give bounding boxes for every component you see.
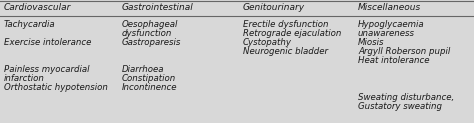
Text: Gustatory sweating: Gustatory sweating [358, 102, 442, 111]
Text: Retrograde ejaculation: Retrograde ejaculation [243, 29, 341, 38]
Text: Heat intolerance: Heat intolerance [358, 56, 429, 65]
Text: Hypoglycaemia: Hypoglycaemia [358, 20, 425, 29]
Text: Argyll Roberson pupil: Argyll Roberson pupil [358, 47, 450, 56]
Text: Orthostatic hypotension: Orthostatic hypotension [4, 83, 108, 92]
Text: Cardiovascular: Cardiovascular [4, 3, 72, 12]
Text: infarction: infarction [4, 74, 45, 83]
Text: Cystopathy: Cystopathy [243, 38, 292, 47]
Text: Neurogenic bladder: Neurogenic bladder [243, 47, 328, 56]
Text: Sweating disturbance,: Sweating disturbance, [358, 93, 454, 102]
Text: Gastrointestinal: Gastrointestinal [122, 3, 194, 12]
Text: Oesophageal: Oesophageal [122, 20, 178, 29]
Text: Constipation: Constipation [122, 74, 176, 83]
Text: Painless myocardial: Painless myocardial [4, 65, 90, 74]
Text: Genitourinary: Genitourinary [243, 3, 305, 12]
Text: Miosis: Miosis [358, 38, 384, 47]
Text: Erectile dysfunction: Erectile dysfunction [243, 20, 328, 29]
Text: Diarrhoea: Diarrhoea [122, 65, 164, 74]
Text: Tachycardia: Tachycardia [4, 20, 55, 29]
Text: unawareness: unawareness [358, 29, 415, 38]
Text: Gastroparesis: Gastroparesis [122, 38, 182, 47]
Text: Miscellaneous: Miscellaneous [358, 3, 421, 12]
Text: Incontinence: Incontinence [122, 83, 177, 92]
Text: dysfunction: dysfunction [122, 29, 173, 38]
Text: Exercise intolerance: Exercise intolerance [4, 38, 91, 47]
